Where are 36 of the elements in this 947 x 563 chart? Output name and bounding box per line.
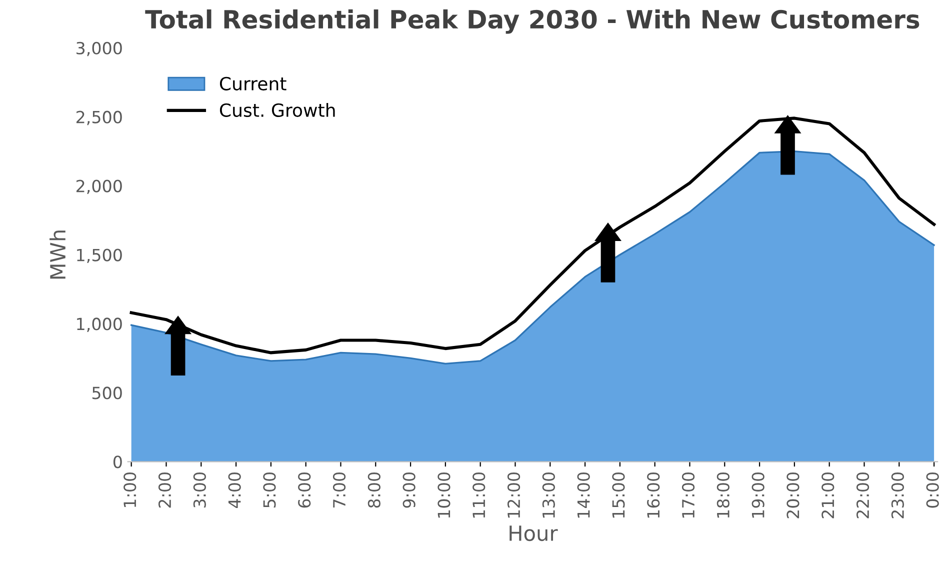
- x-tick-label: 13:00: [542, 472, 555, 518]
- x-tick-label: 21:00: [822, 472, 834, 518]
- x-tick-label: 3:00: [193, 472, 206, 508]
- x-tick-label: 19:00: [752, 472, 764, 518]
- x-axis-title: Hour: [510, 526, 558, 542]
- y-axis-title: MWh: [50, 230, 66, 279]
- y-tick-label: 2,000: [76, 180, 122, 194]
- x-tick-label: 0:00: [926, 472, 939, 508]
- x-tick-label: 14:00: [577, 472, 590, 518]
- x-tick-label: 17:00: [682, 472, 695, 518]
- x-tick-label: 18:00: [716, 472, 730, 518]
- x-tick-label: 9:00: [402, 472, 416, 508]
- y-tick-label: 500: [92, 386, 122, 400]
- x-tick-label: 23:00: [891, 472, 904, 518]
- x-tick-label: 10:00: [438, 472, 450, 518]
- x-tick-label: 1:00: [124, 472, 136, 507]
- x-tick-label: 11:00: [472, 472, 486, 518]
- x-tick-label: 6:00: [298, 472, 311, 508]
- x-tick-label: 5:00: [263, 472, 276, 508]
- x-tick-label: 8:00: [368, 472, 380, 508]
- x-tick-label: 15:00: [612, 472, 625, 518]
- legend-label: Cust. Growth: [220, 103, 335, 117]
- legend-label: Current: [220, 76, 286, 90]
- y-tick-label: 0: [113, 456, 122, 468]
- x-tick-label: 4:00: [228, 472, 241, 508]
- x-tick-label: 12:00: [507, 472, 520, 518]
- x-tick-label: 22:00: [856, 472, 870, 518]
- y-tick-label: 1,500: [77, 248, 122, 264]
- x-tick-label: 20:00: [786, 472, 800, 518]
- x-tick-label: 7:00: [332, 472, 346, 508]
- y-tick-label: 3,000: [76, 42, 122, 56]
- chart-title: Total Residential Peak Day 2030 - With New Customers: [145, 9, 920, 34]
- x-tick-label: 16:00: [647, 472, 660, 518]
- y-tick-label: 2,500: [76, 110, 122, 126]
- x-tick-label: 2:00: [158, 472, 172, 508]
- y-tick-label: 1,000: [77, 318, 122, 332]
